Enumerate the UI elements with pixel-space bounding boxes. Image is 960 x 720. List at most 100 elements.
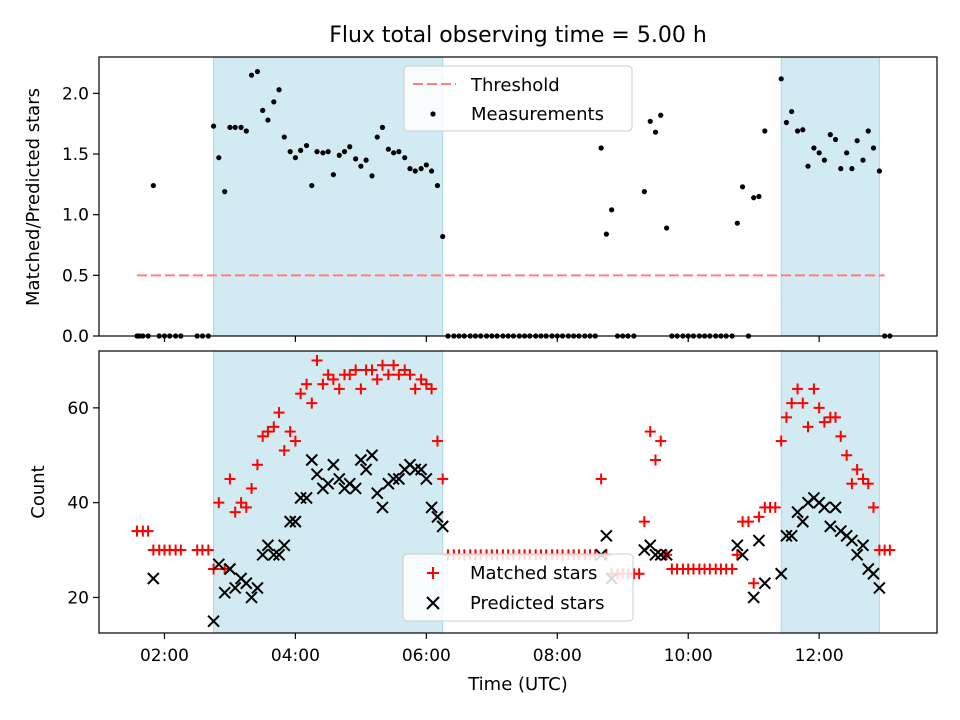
legend-measurements-label: Measurements xyxy=(471,104,604,125)
matched-star-point xyxy=(284,426,296,438)
matched-star-point xyxy=(376,359,388,371)
predicted-star-point xyxy=(758,577,772,590)
matched-star-point xyxy=(780,411,792,423)
measurement-point xyxy=(309,182,315,189)
matched-star-point xyxy=(350,364,362,376)
matched-star-point xyxy=(240,501,252,513)
measurement-point xyxy=(281,134,287,140)
matched-star-point xyxy=(797,397,809,409)
x-tick-label: 02:00 xyxy=(140,646,189,666)
count-y-tick-label: 20 xyxy=(67,588,89,608)
matched-star-point xyxy=(213,497,225,509)
predicted-star-point xyxy=(228,581,242,595)
predicted-star-point xyxy=(349,482,362,495)
predicted-star-point xyxy=(856,539,870,552)
measurement-point xyxy=(407,166,413,172)
matched-star-point xyxy=(786,397,798,409)
count-legend: Matched stars Predicted stars xyxy=(402,553,634,622)
predicted-star-point xyxy=(387,472,400,486)
measurement-point xyxy=(320,150,326,156)
matched-star-point xyxy=(851,463,863,475)
matched-star-point xyxy=(792,383,804,395)
matched-star-point xyxy=(289,435,301,447)
matched-star-point xyxy=(867,501,879,513)
measurement-point xyxy=(844,150,850,156)
measurement-point xyxy=(363,157,369,163)
predicted-star-point xyxy=(392,472,406,486)
predicted-star-point xyxy=(245,591,258,604)
measurement-point xyxy=(254,68,261,75)
matched-star-point xyxy=(857,473,869,485)
matched-star-point xyxy=(731,549,743,561)
matched-star-point xyxy=(841,449,853,461)
predicted-star-point xyxy=(644,539,657,552)
predicted-star-point xyxy=(867,567,880,580)
matched-star-point xyxy=(327,373,339,385)
measurement-point xyxy=(341,149,348,155)
predicted-star-point xyxy=(207,614,220,628)
matched-star-point xyxy=(388,359,400,371)
matched-star-point xyxy=(235,497,247,509)
measurement-point xyxy=(664,225,670,231)
measurement-point xyxy=(598,145,604,151)
matched-star-point xyxy=(426,383,438,395)
predicted-star-point xyxy=(791,505,804,519)
ratio-plot-frame xyxy=(98,56,938,337)
measurement-point xyxy=(396,149,402,155)
predicted-star-point xyxy=(752,534,766,547)
matched-star-point xyxy=(262,426,274,438)
matched-star-point xyxy=(595,473,607,485)
x-tick-label: 04:00 xyxy=(271,646,320,666)
ratio-y-tick-label: 2.0 xyxy=(62,84,89,104)
predicted-star-point xyxy=(818,501,831,514)
measurement-point xyxy=(832,136,839,143)
predicted-star-point xyxy=(409,463,422,476)
count-legend-box xyxy=(402,553,634,622)
predicted-star-point xyxy=(829,501,842,514)
measurement-point xyxy=(238,124,244,130)
matched-star-point xyxy=(884,544,896,556)
measurement-point xyxy=(385,146,391,152)
measurement-point xyxy=(603,231,609,237)
predicted-star-point xyxy=(310,468,324,481)
predicted-star-point xyxy=(780,529,793,543)
measurement-point xyxy=(227,124,233,130)
matched-star-point xyxy=(278,445,290,457)
predicted-star-point xyxy=(654,548,667,562)
ratio-y-tick-label: 0.5 xyxy=(62,266,89,286)
matched-star-point xyxy=(420,378,432,390)
measurement-point xyxy=(816,150,822,156)
matched-star-point xyxy=(726,563,738,575)
matched-star-point xyxy=(753,511,765,523)
predicted-star-point xyxy=(321,477,335,490)
measurement-point xyxy=(418,166,424,172)
matched-star-point xyxy=(333,383,345,395)
matched-star-point xyxy=(409,383,421,395)
predicted-star-point xyxy=(736,548,749,562)
measurement-point xyxy=(232,124,238,130)
ratio-y-tick-label: 0.0 xyxy=(62,327,89,347)
measurement-point xyxy=(876,168,882,174)
measurement-point xyxy=(260,107,266,113)
predicted-star-point xyxy=(278,539,291,552)
matched-star-point xyxy=(175,544,187,556)
matched-star-point xyxy=(633,568,645,580)
predicted-star-point xyxy=(600,529,613,543)
ratio-y-tick-label: 1.0 xyxy=(62,206,89,226)
measurement-point xyxy=(336,152,342,158)
observing-window-2 xyxy=(780,350,880,634)
measurement-point xyxy=(641,189,647,195)
measurement-point xyxy=(783,119,790,126)
measurement-point xyxy=(870,145,877,151)
measurement-point xyxy=(325,149,331,155)
predicted-star-point xyxy=(327,458,340,471)
matched-star-point xyxy=(830,411,842,423)
matched-star-point xyxy=(769,501,781,513)
measurement-point xyxy=(821,157,827,163)
measurement-point xyxy=(222,189,228,195)
matched-star-point xyxy=(257,430,269,442)
count-y-axis-label: Count xyxy=(28,465,49,518)
measurement-point xyxy=(428,168,435,174)
measurement-point xyxy=(423,162,429,168)
